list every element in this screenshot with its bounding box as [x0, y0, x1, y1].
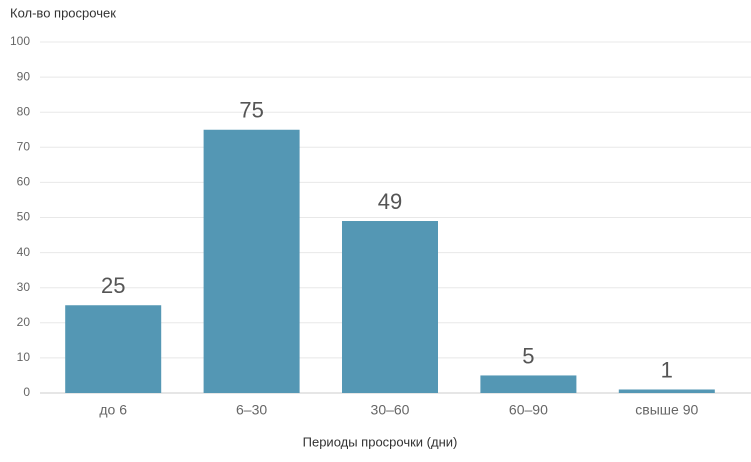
bar: [203, 129, 300, 393]
bar: [618, 389, 715, 393]
x-axis-title: Периоды просрочки (дни): [303, 434, 458, 449]
y-axis-title: Кол-во просрочек: [10, 5, 116, 20]
data-label: 49: [378, 189, 402, 214]
data-label: 5: [522, 343, 534, 368]
data-label: 75: [239, 98, 263, 123]
y-tick-label: 20: [17, 315, 31, 329]
data-label: 25: [101, 273, 125, 298]
x-tick-label: 6–30: [236, 402, 267, 418]
bar: [480, 375, 577, 393]
x-tick-label: 60–90: [509, 402, 548, 418]
x-tick-label: свыше 90: [635, 402, 698, 418]
y-tick-label: 10: [17, 350, 31, 364]
x-tick-label: 30–60: [371, 402, 410, 418]
bar: [65, 305, 162, 393]
y-tick-label: 80: [17, 104, 31, 118]
y-tick-label: 60: [17, 175, 31, 189]
y-tick-label: 100: [10, 34, 30, 48]
bar: [342, 221, 438, 393]
y-tick-label: 30: [17, 280, 31, 294]
x-tick-label: до 6: [99, 402, 127, 418]
data-label: 1: [661, 357, 673, 382]
y-tick-label: 0: [23, 385, 30, 399]
y-tick-label: 70: [17, 139, 31, 153]
y-tick-label: 50: [17, 210, 31, 224]
y-tick-label: 90: [17, 69, 31, 83]
y-tick-label: 40: [17, 245, 31, 259]
